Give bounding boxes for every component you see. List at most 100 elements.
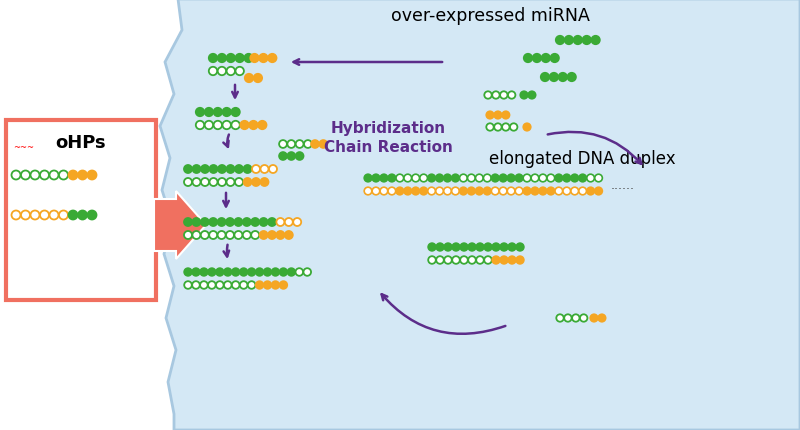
Circle shape [280, 282, 287, 289]
Circle shape [444, 175, 451, 182]
Circle shape [279, 153, 287, 160]
Circle shape [232, 282, 239, 289]
Circle shape [436, 244, 444, 251]
Circle shape [59, 171, 68, 180]
Circle shape [404, 175, 411, 182]
Circle shape [572, 315, 579, 322]
Circle shape [254, 75, 262, 83]
Circle shape [30, 211, 39, 220]
Circle shape [508, 92, 515, 99]
Circle shape [261, 178, 269, 187]
Circle shape [580, 315, 587, 322]
Circle shape [520, 92, 528, 99]
Circle shape [226, 178, 234, 187]
Circle shape [193, 231, 201, 240]
Circle shape [444, 188, 451, 195]
Circle shape [444, 257, 452, 264]
Text: over-expressed miRNA: over-expressed miRNA [390, 7, 590, 25]
Circle shape [216, 269, 224, 276]
Circle shape [388, 175, 396, 182]
Circle shape [380, 188, 388, 195]
Circle shape [196, 122, 204, 130]
Circle shape [594, 175, 602, 182]
Circle shape [40, 211, 49, 220]
Circle shape [499, 175, 507, 182]
Circle shape [523, 188, 531, 195]
Circle shape [476, 257, 484, 264]
Circle shape [192, 269, 200, 276]
Circle shape [210, 218, 218, 227]
Circle shape [579, 175, 586, 182]
Circle shape [196, 108, 204, 117]
Circle shape [459, 175, 467, 182]
Circle shape [476, 244, 484, 251]
Circle shape [586, 175, 594, 182]
Circle shape [484, 244, 492, 251]
Circle shape [586, 188, 594, 195]
Circle shape [491, 188, 499, 195]
Circle shape [256, 269, 263, 276]
Circle shape [208, 269, 216, 276]
Circle shape [550, 55, 559, 63]
Circle shape [550, 74, 558, 82]
Circle shape [507, 188, 515, 195]
Circle shape [492, 257, 500, 264]
Circle shape [201, 178, 209, 187]
Circle shape [404, 188, 411, 195]
Circle shape [50, 211, 58, 220]
Circle shape [483, 175, 491, 182]
Circle shape [258, 122, 266, 130]
Circle shape [279, 141, 287, 148]
Circle shape [272, 269, 279, 276]
Circle shape [264, 282, 271, 289]
Circle shape [436, 175, 443, 182]
Text: Hybridization
Chain Reaction: Hybridization Chain Reaction [323, 120, 453, 155]
Circle shape [567, 74, 576, 82]
Circle shape [533, 55, 541, 63]
Circle shape [523, 175, 531, 182]
Circle shape [516, 244, 524, 251]
Circle shape [311, 141, 319, 148]
Circle shape [452, 257, 460, 264]
Circle shape [231, 108, 240, 117]
Circle shape [87, 171, 97, 180]
Circle shape [201, 218, 209, 227]
Circle shape [192, 282, 200, 289]
Circle shape [240, 282, 247, 289]
Circle shape [508, 257, 516, 264]
Circle shape [234, 231, 242, 240]
Circle shape [245, 75, 254, 83]
Circle shape [475, 175, 483, 182]
Circle shape [78, 211, 87, 220]
Circle shape [499, 188, 507, 195]
Circle shape [494, 112, 502, 120]
Circle shape [556, 315, 564, 322]
Circle shape [21, 211, 30, 220]
Circle shape [531, 175, 538, 182]
Circle shape [285, 218, 293, 227]
Circle shape [492, 244, 500, 251]
Circle shape [277, 231, 285, 240]
Circle shape [459, 188, 467, 195]
Circle shape [226, 231, 234, 240]
Circle shape [184, 282, 192, 289]
Circle shape [563, 188, 570, 195]
Circle shape [231, 122, 240, 130]
Circle shape [388, 188, 396, 195]
Circle shape [193, 178, 201, 187]
Circle shape [218, 55, 226, 63]
Circle shape [245, 55, 253, 63]
Circle shape [528, 92, 536, 99]
Circle shape [69, 171, 78, 180]
Circle shape [556, 37, 564, 45]
Circle shape [251, 231, 259, 240]
Circle shape [218, 231, 226, 240]
Circle shape [428, 257, 436, 264]
Circle shape [420, 188, 427, 195]
Circle shape [264, 269, 271, 276]
Circle shape [412, 175, 419, 182]
Circle shape [296, 153, 303, 160]
Circle shape [214, 108, 222, 117]
Circle shape [571, 175, 578, 182]
Circle shape [452, 244, 460, 251]
